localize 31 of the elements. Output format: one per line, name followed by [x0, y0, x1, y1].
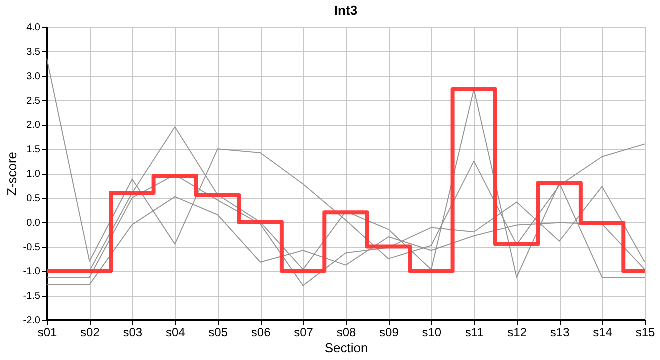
- y-tick-label: -0.5: [23, 242, 41, 254]
- y-tick-label: 4.0: [26, 22, 41, 34]
- x-tick-label: s04: [166, 326, 186, 340]
- x-tick-label: s08: [336, 326, 356, 340]
- x-tick-label: s02: [80, 326, 100, 340]
- x-axis-title: Section: [324, 340, 368, 356]
- y-tick-label: -2.0: [23, 316, 41, 326]
- x-tick-label: s03: [123, 326, 143, 340]
- y-tick-label: -1.5: [23, 291, 41, 302]
- y-tick-label: 2.0: [26, 120, 41, 132]
- y-tick-label: 0.5: [26, 193, 41, 204]
- x-tick-label: s01: [38, 326, 58, 340]
- y-tick-label: 1.5: [26, 144, 41, 156]
- x-tick-label: s11: [465, 326, 484, 340]
- x-tick-label: s07: [294, 326, 314, 340]
- x-tick-label: s13: [550, 326, 570, 340]
- y-axis-title: Z-score: [4, 152, 20, 196]
- x-tick-label: s12: [508, 326, 528, 340]
- x-tick-label: s14: [593, 326, 613, 340]
- y-tick-label: 0.0: [26, 218, 41, 229]
- y-tick-label: 1.0: [26, 169, 41, 180]
- y-tick-label: -1.0: [23, 266, 41, 278]
- y-tick-label: 2.5: [26, 96, 41, 107]
- chart-title: Int3: [334, 3, 358, 18]
- x-tick-label: s05: [208, 326, 228, 340]
- y-tick-label: 3.5: [26, 46, 41, 58]
- x-tick-label: s15: [636, 326, 656, 340]
- x-tick-label: s09: [380, 326, 400, 340]
- y-tick-label: 3.0: [26, 71, 41, 82]
- x-tick-label: s06: [251, 326, 272, 340]
- x-tick-label: s10: [422, 326, 442, 340]
